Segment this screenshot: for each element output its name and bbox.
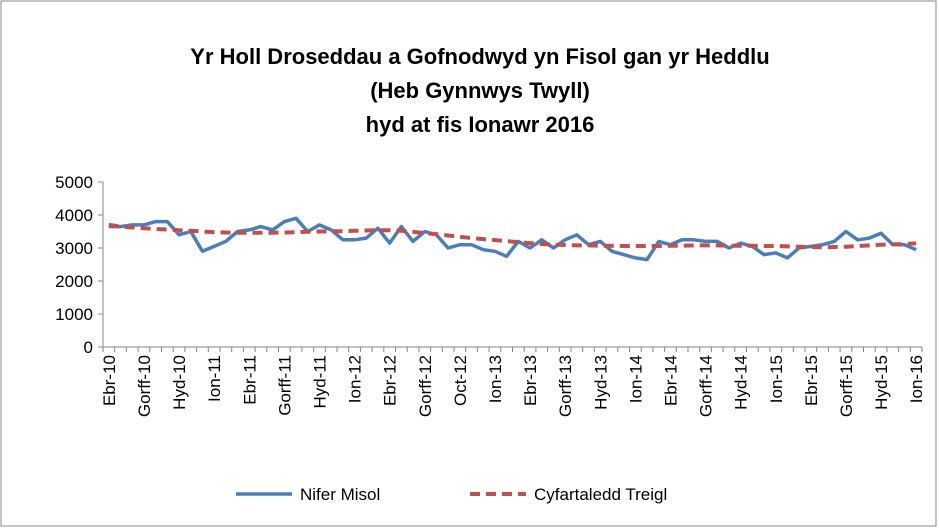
x-tick-label: Ion-14 <box>626 355 645 403</box>
x-tick-label: Hyd-13 <box>591 355 610 410</box>
x-tick-label: Ion-12 <box>346 355 365 403</box>
x-tick-label: Ebr-10 <box>100 355 119 406</box>
x-tick-label: Gorff-10 <box>135 355 154 417</box>
x-tick-label: Ion-15 <box>767 355 786 403</box>
x-tick-label: Gorff-11 <box>275 355 294 416</box>
y-tick-label: 3000 <box>55 239 93 258</box>
x-tick-label: Gorff-12 <box>416 355 435 417</box>
x-tick-label: Oct-12 <box>451 355 470 406</box>
chart-title: Yr Holl Droseddau a Gofnodwyd yn Fisol g… <box>190 44 769 69</box>
x-tick-label: Ion-16 <box>907 355 926 403</box>
chart-title: (Heb Gynnwys Twyll) <box>370 78 590 103</box>
x-tick-label: Gorff-13 <box>556 355 575 417</box>
series-line <box>108 222 917 250</box>
y-tick-label: 2000 <box>55 272 93 291</box>
x-tick-label: Ion-13 <box>486 355 505 403</box>
x-tick-label: Gorff-14 <box>697 355 716 417</box>
legend-label: Cyfartaledd Treigl <box>534 485 667 504</box>
x-tick-label: Ion-11 <box>205 355 224 402</box>
y-tick-label: 1000 <box>55 305 93 324</box>
x-tick-label: Hyd-15 <box>872 355 891 410</box>
y-tick-label: 0 <box>84 338 93 357</box>
x-tick-label: Ebr-13 <box>521 355 540 406</box>
x-tick-label: Ebr-15 <box>802 355 821 406</box>
x-tick-label: Hyd-10 <box>170 355 189 410</box>
x-tick-label: Ebr-11 <box>240 355 259 405</box>
y-tick-label: 5000 <box>55 173 93 192</box>
x-tick-label: Hyd-14 <box>732 355 751 410</box>
series-line <box>108 216 917 262</box>
legend-label: Nifer Misol <box>300 485 380 504</box>
x-tick-label: Hyd-11 <box>310 355 329 409</box>
chart-title: hyd at fis Ionawr 2016 <box>366 112 595 137</box>
x-tick-label: Ebr-14 <box>661 355 680 406</box>
x-tick-label: Ebr-12 <box>381 355 400 406</box>
y-tick-label: 4000 <box>55 206 93 225</box>
x-tick-label: Gorff-15 <box>837 355 856 417</box>
